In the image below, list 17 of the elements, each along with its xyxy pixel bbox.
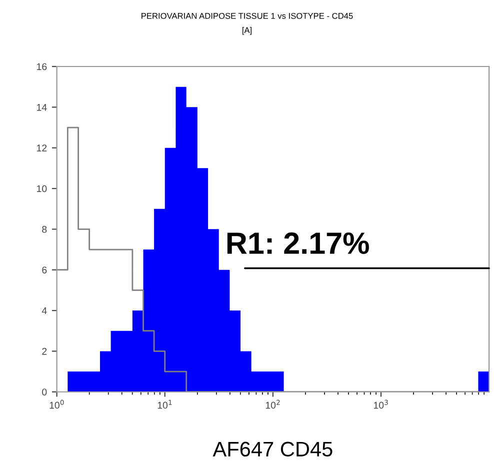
x-axis-title: AF647 CD45 [212, 442, 332, 457]
y-tick-label: 4 [42, 307, 47, 314]
y-tick-label: 14 [37, 104, 47, 111]
x-tick-label: 10$^{3}$ [374, 400, 388, 409]
y-tick-label: 16 [37, 63, 47, 70]
y-tick-label: 10 [37, 185, 47, 192]
y-tick-label: 2 [42, 348, 47, 355]
x-tick-label: 10$^{0}$ [50, 400, 64, 409]
x-tick-label: 10$^{1}$ [158, 400, 172, 409]
y-tick-label: 6 [42, 266, 47, 274]
y-tick-label: 12 [37, 144, 47, 152]
y-tick-label: 8 [42, 226, 47, 233]
chart-title: PERIOVARIAN ADIPOSE TISSUE 1 vs ISOTYPE - CD45 [142, 12, 353, 19]
annotation: R1: 2.17% [227, 232, 369, 254]
y-tick-label: 0 [42, 388, 47, 396]
chart-subtitle: [A] [242, 26, 252, 35]
x-tick-label: 10$^{2}$ [266, 400, 280, 409]
